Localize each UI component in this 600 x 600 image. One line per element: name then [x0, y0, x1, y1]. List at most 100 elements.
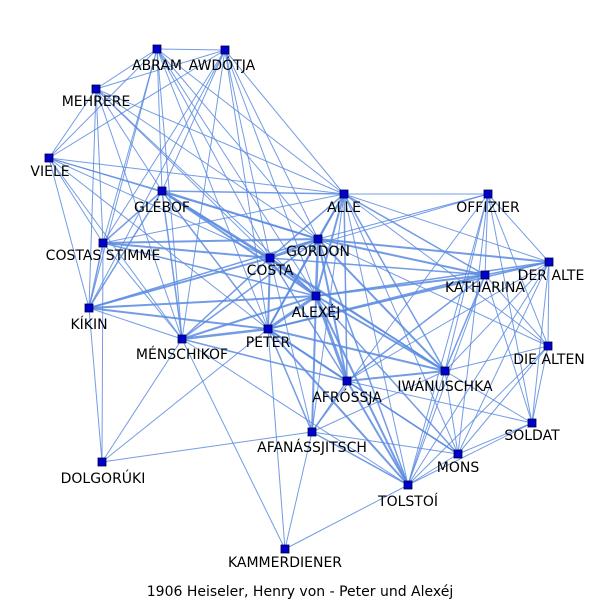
edge-abram-viele [48, 48, 158, 159]
edge-afrossja-katharina [346, 274, 486, 382]
edge-peter-costa [267, 257, 271, 330]
edge-glebof-abram [156, 48, 163, 192]
edge-tolstoi-soldat [407, 422, 533, 486]
edge-mons-diealten [457, 345, 549, 455]
edge-alexej-afrossja [314, 295, 349, 382]
edge-alexej-kikin [88, 295, 317, 309]
edge-costas-awdotja [102, 49, 226, 244]
node-abram [152, 44, 162, 54]
node-label-costas: COSTAS STIMME [46, 248, 161, 264]
edge-afrossja-tolstoi [346, 380, 409, 486]
edge-afrossja-soldat [346, 380, 533, 424]
edge-glebof-costas [102, 190, 163, 244]
edge-awdotja-alexej [224, 49, 317, 297]
edge-gordon-deralte [317, 238, 550, 263]
edge-alle-tolstoi [343, 193, 409, 486]
edge-gordon-katharina [317, 238, 486, 276]
edge-costas-mehrere [95, 88, 104, 244]
edge-gordon-menschikof [181, 238, 319, 340]
edge-tolstoi-kammerdiener [284, 484, 409, 550]
edge-costa-menschikof [181, 257, 271, 340]
edge-iwanuschka-soldat [444, 370, 533, 424]
node-label-mehrere: MEHRERE [62, 94, 131, 110]
edge-afanassjitsch-offizier [311, 193, 489, 433]
node-gordon [313, 234, 323, 244]
edge-deralte-tolstoi [407, 261, 550, 486]
node-label-kikin: KÍKIN [70, 316, 107, 333]
node-label-afrossja: AFRÓSSJA [312, 388, 382, 406]
edge-iwanuschka-katharina [444, 274, 486, 372]
node-label-afanassjitsch: AFANÁSSJITSCH [257, 439, 367, 456]
node-viele [44, 153, 54, 163]
edge-abram-awdotja [156, 48, 226, 51]
node-awdotja [220, 45, 230, 55]
node-soldat [527, 418, 537, 428]
edge-alexej-gordon [314, 238, 320, 297]
edge-viele-gordon [48, 157, 319, 240]
edge-awdotja-viele [48, 49, 226, 159]
edge-alexej-peter [267, 294, 317, 331]
edge-katharina-diealten [484, 274, 549, 347]
node-dolgoruki [97, 457, 107, 467]
edge-costa-abram [156, 48, 271, 259]
node-layer [44, 44, 554, 554]
edge-gordon-diealten [317, 238, 549, 347]
edge-alle-afanassjitsch [311, 193, 345, 433]
edge-tolstoi-diealten [407, 345, 549, 486]
edge-afanassjitsch-kammerdiener [284, 431, 313, 550]
edge-alle-viele [48, 157, 345, 195]
node-alle [339, 189, 349, 199]
edge-alle-costas [102, 193, 345, 244]
label-layer: ABRAM AWDÓTJA MEHRERE VIELE GLÉBOF ALLE OFFIZI… [30, 56, 584, 571]
figure-caption: 1906 Heiseler, Henry von - Peter und Ale… [147, 584, 454, 600]
edge-mehrere-alexej [95, 88, 317, 297]
edge-iwanuschka-alle [343, 193, 446, 372]
node-alexej [311, 291, 321, 301]
node-label-menschikof: MÉNSCHIKOF [136, 346, 228, 363]
node-label-costa: COSTA [247, 263, 294, 279]
edge-katharina-offizier [484, 193, 489, 276]
node-label-soldat: SOLDAT [504, 428, 560, 444]
edge-soldat-katharina [484, 274, 533, 424]
edge-glebof-kikin [88, 190, 163, 309]
edge-alle-diealten [343, 193, 549, 347]
node-label-alle: ALLE [327, 200, 361, 216]
edge-soldat-diealten [531, 345, 549, 424]
edge-alle-mons [343, 193, 459, 455]
edge-afanassjitsch-iwanuschka [311, 370, 446, 433]
edge-costa-mehrere [95, 88, 271, 259]
node-costas [98, 238, 108, 248]
node-label-alexej: ALEXÉJ [292, 304, 341, 321]
edge-peter-glebof [161, 190, 269, 330]
node-diealten [543, 341, 553, 351]
edge-offizier-costa [269, 193, 489, 259]
edge-glebof-mehrere [95, 88, 163, 192]
node-mons [453, 449, 463, 459]
edge-peter-iwanuschka [267, 328, 446, 372]
node-tolstoi [403, 480, 413, 490]
edge-abram-gordon [156, 48, 319, 240]
edge-afrossja-alle [343, 193, 348, 382]
edge-offizier-iwanuschka [444, 193, 489, 372]
node-label-awdotja: AWDÓTJA [189, 56, 256, 74]
edge-mons-offizier [457, 193, 489, 455]
node-afanassjitsch [307, 427, 317, 437]
edge-katharina-alle [343, 193, 486, 276]
edge-viele-peter [48, 157, 269, 330]
edge-menschikof-mehrere [95, 88, 183, 340]
edge-deralte-mons [457, 261, 550, 455]
edge-alexej-deralte [315, 261, 550, 297]
edge-mehrere-gordon [95, 88, 319, 240]
edge-kikin-viele [48, 157, 90, 309]
edge-deralte-alle [343, 193, 550, 263]
edge-iwanuschka-deralte [444, 261, 550, 372]
edge-abram-peter [156, 48, 269, 330]
edge-alle-mehrere [95, 88, 345, 195]
node-iwanuschka [440, 366, 450, 376]
node-costa [265, 253, 275, 263]
edge-alle-glebof [161, 190, 345, 195]
edge-kikin-mehrere [88, 88, 97, 309]
edge-abram-alexej [156, 48, 317, 297]
